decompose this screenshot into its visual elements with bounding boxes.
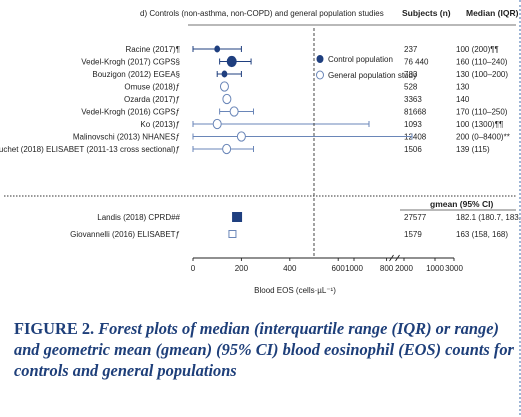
median-header: Median (IQR) (466, 8, 519, 18)
legend-control-marker (316, 55, 324, 63)
median-study-4-label: Omuse (2018)ƒ (124, 83, 180, 92)
median-study-6-estimate: 170 (110–250) (456, 108, 508, 117)
median-study-5-subjects: 3363 (404, 95, 422, 104)
median-study-4-estimate: 130 (456, 83, 470, 92)
study-rows: Racine (2017)¶ 237 100 (200)¶¶ Vedel-Krogh … (0, 45, 521, 239)
median-study-6-median-marker (229, 106, 239, 117)
median-study-5-median-marker (222, 93, 232, 105)
legend: Control population General population st… (316, 55, 417, 80)
median-study-9-median-marker (222, 143, 232, 155)
median-study-1-subjects: 237 (404, 45, 418, 54)
median-study-4-subjects: 528 (404, 83, 418, 92)
median-study-8-estimate: 200 (0–8400)** (456, 133, 510, 142)
x-tick-label-8: 2000 (395, 264, 413, 273)
median-study-7-label: Ko (2013)ƒ (140, 120, 180, 129)
x-tick-label-5: 800 (380, 264, 394, 273)
median-study-2-median-marker (226, 55, 237, 68)
gmean-header: gmean (95% CI) (430, 199, 493, 209)
x-tick-label-7: 1000 (345, 264, 363, 273)
median-study-5-label: Ozarda (2017)ƒ (124, 95, 180, 104)
median-study-7-estimate: 100 (1300)¶¶ (456, 120, 503, 129)
x-axis-label: Blood EOS (cells·µL⁻¹) (254, 286, 336, 295)
gmean-study-2-gmean-marker (228, 230, 237, 238)
caption-text: Forest plots of median (interquartile ra… (14, 319, 514, 380)
median-study-9-subjects: 1506 (404, 145, 422, 154)
median-study-3-estimate: 130 (100–200) (456, 70, 508, 79)
legend-control-label: Control population (328, 55, 393, 64)
median-study-1-label: Racine (2017)¶ (125, 45, 180, 54)
gmean-study-1-gmean-marker (232, 212, 243, 222)
median-study-2-subjects: 76 440 (404, 58, 429, 67)
gmean-study-2-label: Giovannelli (2016) ELISABETƒ (70, 230, 180, 239)
x-axis: 0 200 400 600 800 1000 1000 2000 3000 (191, 254, 463, 273)
legend-general-marker (316, 70, 324, 80)
median-study-6-subjects: 81668 (404, 108, 427, 117)
median-study-1-median-marker (214, 45, 221, 53)
median-study-3-label: Bouzigon (2012) EGEA§ (92, 70, 180, 79)
median-study-2-label: Vedel-Krogh (2017) CGPS§ (81, 58, 180, 67)
x-tick-label-9: 3000 (445, 264, 463, 273)
legend-general-label: General population study (328, 71, 417, 80)
study-marks (192, 45, 413, 238)
gmean-study-2-estimate: 163 (158, 168) (456, 230, 508, 239)
gmean-study-2-subjects: 1579 (404, 230, 422, 239)
median-study-5-estimate: 140 (456, 95, 470, 104)
median-study-2-estimate: 160 (110–240) (456, 58, 508, 67)
axis-break-mark-2 (395, 254, 400, 262)
x-tick-label-1: 0 (191, 264, 196, 273)
gmean-study-1-estimate: 182.1 (180.7, 183.5) (456, 213, 521, 222)
gmean-study-1-label: Landis (2018) CPRD## (97, 213, 180, 222)
median-study-4-median-marker (219, 81, 229, 92)
panel-title: d) Controls (non-asthma, non-COPD) and g… (140, 9, 384, 18)
gmean-study-1-subjects: 27577 (404, 213, 427, 222)
median-study-7-subjects: 1093 (404, 120, 422, 129)
median-study-7-median-marker (212, 118, 222, 130)
median-study-3-subjects: 783 (404, 70, 418, 79)
caption-label: FIGURE 2. (14, 319, 95, 338)
median-study-8-subjects: 12408 (404, 133, 427, 142)
median-study-9-estimate: 139 (115) (456, 145, 490, 154)
forest-plot: d) Controls (non-asthma, non-COPD) and g… (0, 8, 521, 295)
figure-caption: FIGURE 2. Forest plots of median (interq… (14, 318, 514, 381)
median-study-1-estimate: 100 (200)¶¶ (456, 45, 499, 54)
median-study-8-median-marker (236, 131, 246, 142)
subjects-header: Subjects (n) (402, 8, 451, 18)
x-tick-label-3: 400 (283, 264, 297, 273)
median-study-3-median-marker (221, 70, 228, 78)
median-study-6-label: Vedel-Krogh (2016) CGPSƒ (81, 108, 180, 117)
x-tick-label-4: 600 (332, 264, 346, 273)
x-tick-label-6: 1000 (426, 264, 444, 273)
median-study-9-label: Dauchet (2018) ELISABET (2011-13 cross s… (0, 145, 180, 154)
x-tick-label-2: 200 (235, 264, 249, 273)
median-study-8-label: Malinovschi (2013) NHANESƒ (73, 133, 180, 142)
axis-break-mark-1 (389, 254, 394, 262)
